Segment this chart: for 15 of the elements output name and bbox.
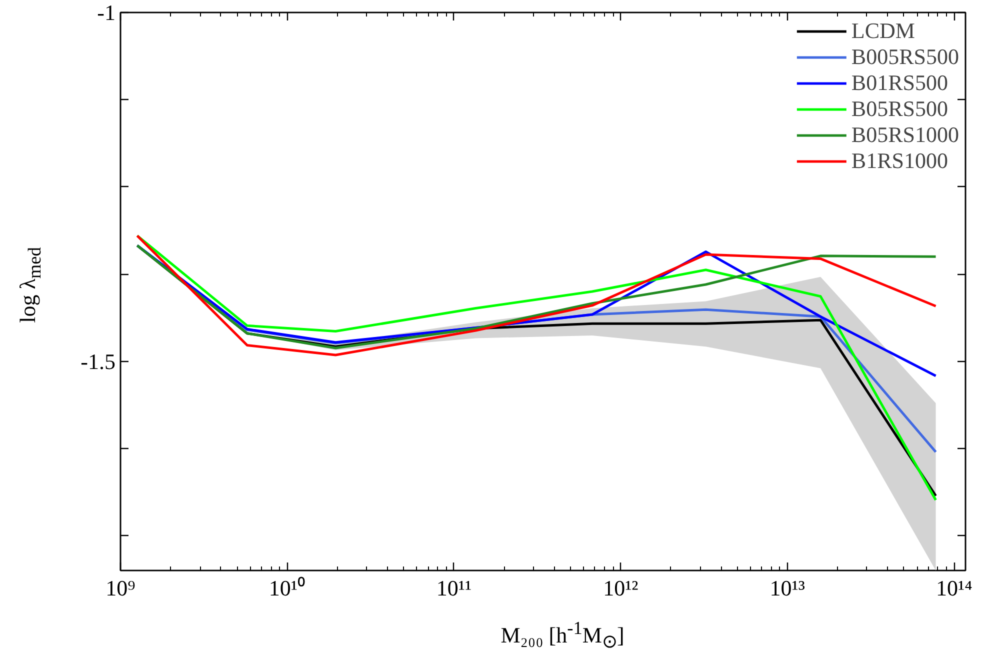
x-tick-label: 10¹⁴ — [936, 576, 973, 600]
legend-label: B1RS1000 — [851, 148, 948, 174]
x-axis-title: M₂₀₀ [h$^{-1}$M$_{⊙}$] — [500, 617, 624, 654]
legend-label: B05RS500 — [851, 96, 948, 122]
x-tick-label: 10¹¹ — [436, 576, 472, 600]
legend-label: LCDM — [851, 18, 915, 44]
y-tick-label: -1 — [97, 0, 116, 25]
x-tick-label: 10¹² — [603, 576, 639, 600]
legend-label: B005RS500 — [851, 44, 959, 70]
x-tick-label: 10⁹ — [106, 576, 136, 600]
x-tick-label: 10¹³ — [770, 576, 806, 600]
legend-label: B01RS500 — [851, 70, 948, 96]
x-tick-label: 10¹⁰ — [268, 576, 306, 600]
y-tick-label: -1.5 — [80, 348, 116, 374]
legend-label: B05RS1000 — [851, 122, 959, 148]
